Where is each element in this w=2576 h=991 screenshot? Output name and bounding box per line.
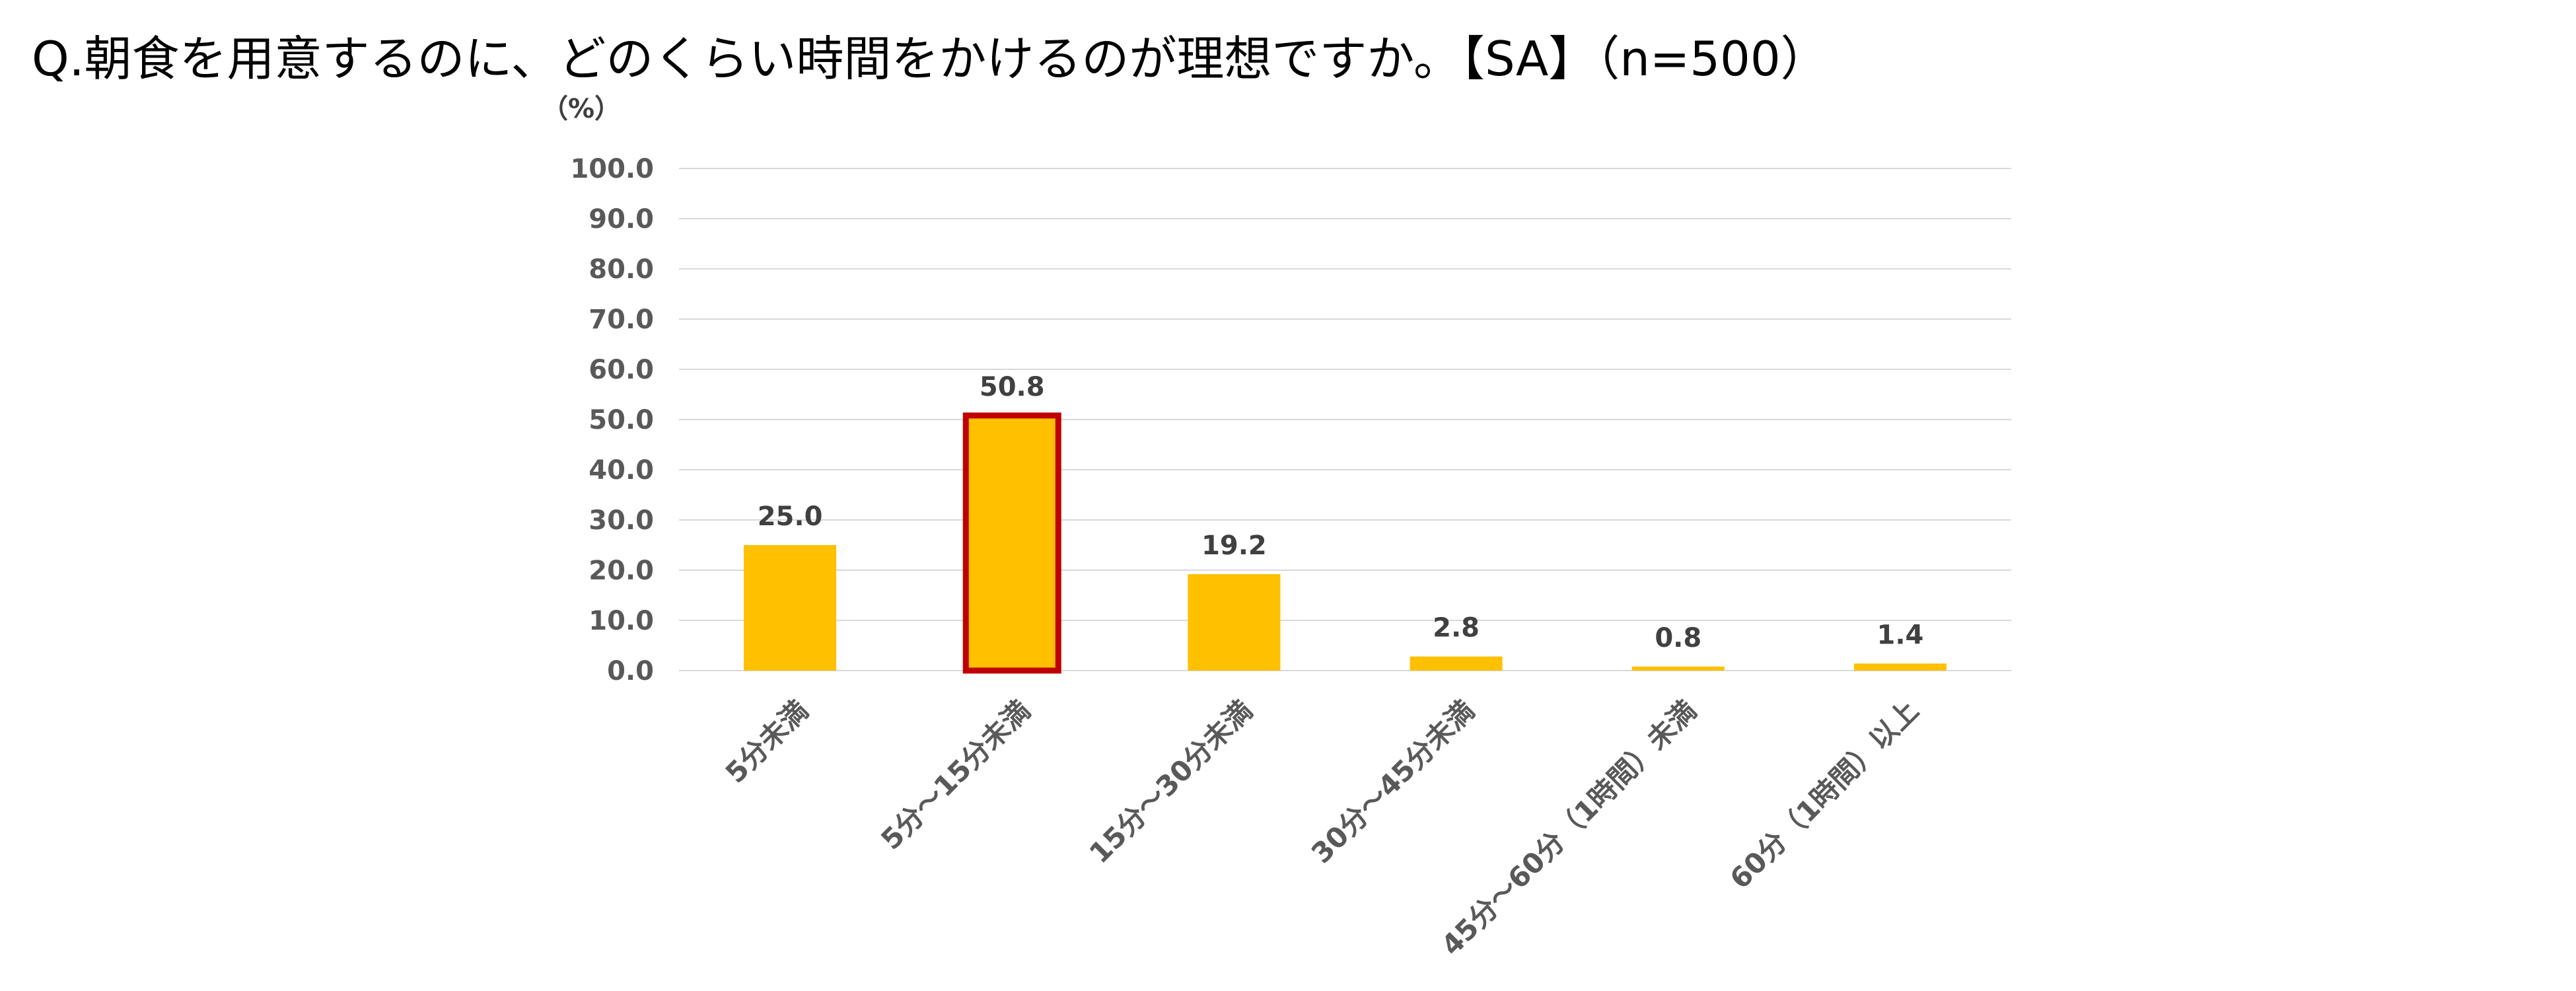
y-tick-label-0: 0.0 — [607, 656, 654, 686]
data-label-5: 1.4 — [1877, 620, 1923, 650]
data-label-2: 19.2 — [1201, 531, 1267, 561]
x-axis-labels: 5分未満 5分～15分未満 15分～30分未満 30分～45分未満45分～60分（1時… — [719, 694, 1925, 961]
bar-1 — [962, 412, 1061, 674]
x-category-label-5: 60分（1時間）以上 — [1723, 694, 1925, 895]
y-tick-label-6: 60.0 — [589, 355, 654, 385]
y-tick-label-1: 10.0 — [589, 606, 654, 636]
y-tick-label-2: 20.0 — [589, 556, 654, 586]
x-category-label-1: 5分～15分未満 — [875, 694, 1036, 856]
bars — [744, 412, 1947, 674]
bar-2 — [1188, 574, 1281, 671]
bar-0 — [744, 545, 837, 671]
bar-4 — [1631, 666, 1725, 671]
data-label-1: 50.8 — [980, 372, 1045, 402]
y-tick-label-10: 100.0 — [570, 154, 654, 184]
y-axis-ticks: 0.0 10.0 20.0 30.0 40.0 50.0 60.0 70.0 80.0 90.0 1… — [570, 154, 654, 686]
data-label-4: 0.8 — [1655, 623, 1701, 653]
data-label-3: 2.8 — [1433, 613, 1480, 643]
bar-5 — [1853, 663, 1947, 671]
y-tick-label-3: 30.0 — [589, 505, 654, 536]
bar-3 — [1410, 656, 1503, 671]
data-label-0: 25.0 — [758, 501, 823, 532]
y-axis-unit-label: （%） — [542, 94, 621, 124]
page-title: Q.朝食を用意するのに、どのくらい時間をかけるのが理想ですか。【SA】（n=50… — [32, 31, 1828, 87]
y-tick-label-8: 80.0 — [589, 254, 654, 285]
data-labels: 25.0 50.8 19.2 2.8 0.8 1.4 — [758, 372, 1924, 653]
x-category-label-0: 5分未満 — [719, 694, 814, 789]
y-tick-label-5: 50.0 — [589, 405, 654, 435]
y-tick-label-7: 70.0 — [589, 305, 654, 335]
y-tick-label-9: 90.0 — [589, 204, 654, 235]
x-category-label-3: 30分～45分未満 — [1305, 694, 1481, 869]
y-tick-label-4: 40.0 — [589, 455, 654, 486]
gridlines — [679, 168, 2011, 671]
x-category-label-4: 45分～60分（1時間）未満 — [1435, 694, 1703, 961]
x-category-label-2: 15分～30分未満 — [1083, 694, 1259, 869]
